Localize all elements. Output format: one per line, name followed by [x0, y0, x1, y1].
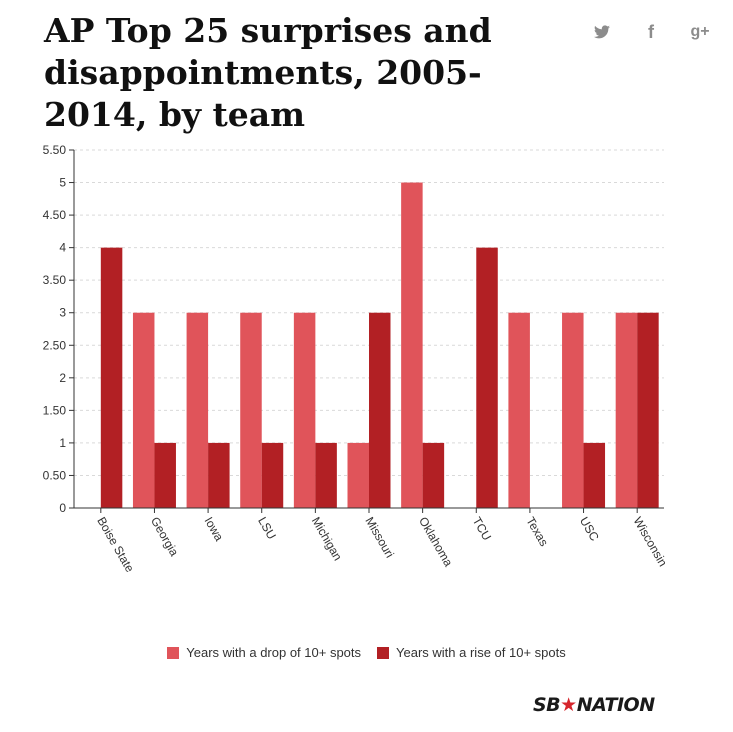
y-tick-label: 4: [59, 241, 66, 255]
twitter-share-button[interactable]: [592, 22, 612, 42]
star-icon: ★: [560, 694, 577, 716]
y-tick-label: 0: [59, 501, 66, 515]
legend-label-rise: Years with a rise of 10+ spots: [396, 645, 566, 660]
facebook-icon: f: [648, 21, 654, 42]
bar-drop: [293, 312, 316, 508]
bar-drop: [562, 312, 584, 508]
x-tick-label: TCU: [470, 515, 494, 543]
bar-drop: [508, 312, 530, 508]
google-plus-icon: g+: [690, 23, 710, 40]
y-tick-label: 2.50: [43, 338, 67, 352]
bar-rise: [315, 442, 337, 508]
bar-rise: [583, 442, 606, 508]
x-tick-label: Oklahoma: [416, 515, 456, 570]
chart-legend: Years with a drop of 10+ spots Years wit…: [0, 645, 733, 660]
y-tick-label: 5.50: [43, 143, 67, 157]
bar-drop: [401, 182, 423, 508]
logo-text-right: NATION: [576, 694, 655, 716]
x-tick-label: Iowa: [201, 515, 226, 544]
y-tick-label: 1: [59, 436, 66, 450]
bar-drop: [615, 312, 638, 508]
bar-drop: [132, 312, 155, 508]
bar-chart: 0 0.50 1 1.50 2 2.50 3 3.50 4 4.50 5 5.50 Boise Stat…: [43, 143, 670, 575]
bar-rise: [154, 442, 176, 508]
chart-title: AP Top 25 surprises and disappointments,…: [44, 11, 492, 134]
x-tick-label: USC: [577, 515, 602, 544]
bar-rise: [476, 247, 498, 509]
bar-rise: [422, 442, 445, 508]
x-tick-label: Missouri: [362, 515, 396, 561]
x-tick-label: Texas: [523, 515, 551, 549]
legend-label-drop: Years with a drop of 10+ spots: [186, 645, 362, 660]
y-tick-label: 0.50: [43, 468, 67, 482]
y-tick-label: 2: [59, 371, 66, 385]
y-tick-label: 3.50: [43, 273, 67, 287]
x-tick-label: Wisconsin: [631, 515, 670, 569]
y-tick-label: 4.50: [43, 208, 67, 222]
legend-item-rise[interactable]: Years with a rise of 10+ spots: [377, 645, 566, 660]
y-tick-label: 1.50: [43, 403, 67, 417]
legend-swatch-rise: [377, 646, 390, 659]
facebook-share-button[interactable]: f: [641, 22, 661, 42]
y-tick-label: 5: [59, 176, 66, 190]
x-tick-label: Georgia: [148, 515, 182, 559]
legend-swatch-drop: [167, 646, 180, 659]
legend-item-drop[interactable]: Years with a drop of 10+ spots: [167, 645, 361, 660]
bar-rise: [637, 312, 659, 508]
x-tick-label: Boise State: [94, 515, 137, 575]
y-tick-label: 3: [59, 306, 66, 320]
twitter-icon: [594, 25, 610, 39]
x-tick-label: Michigan: [309, 515, 345, 564]
x-tick-label: LSU: [255, 515, 279, 542]
bar-drop: [347, 442, 369, 508]
bar-drop: [240, 312, 262, 508]
bar-rise: [100, 247, 123, 509]
bar-rise: [369, 312, 391, 508]
bar-rise: [261, 442, 284, 508]
bar-drop: [186, 312, 209, 508]
bar-rise: [208, 442, 230, 508]
google-plus-share-button[interactable]: g+: [690, 22, 710, 42]
sbnation-logo[interactable]: SB★NATION: [533, 694, 655, 716]
logo-text-left: SB: [533, 694, 561, 716]
